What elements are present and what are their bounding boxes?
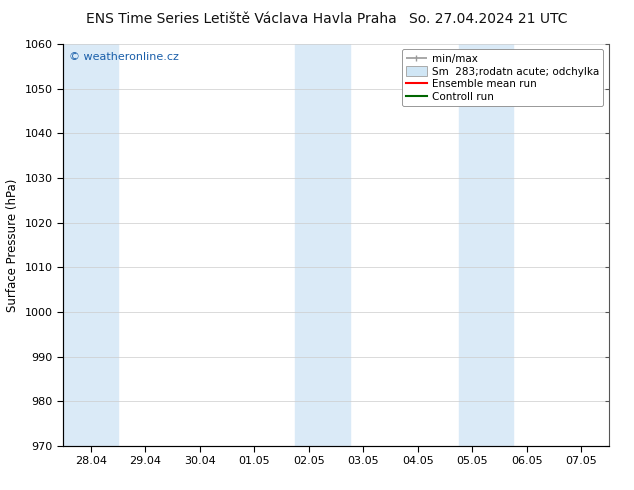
Text: © weatheronline.cz: © weatheronline.cz bbox=[69, 52, 179, 62]
Bar bbox=[459, 44, 514, 446]
Text: So. 27.04.2024 21 UTC: So. 27.04.2024 21 UTC bbox=[409, 12, 567, 26]
Y-axis label: Surface Pressure (hPa): Surface Pressure (hPa) bbox=[6, 178, 19, 312]
Bar bbox=[63, 44, 118, 446]
Bar bbox=[295, 44, 350, 446]
Legend: min/max, Sm  283;rodatn acute; odchylka, Ensemble mean run, Controll run: min/max, Sm 283;rodatn acute; odchylka, … bbox=[402, 49, 604, 106]
Text: ENS Time Series Letiště Václava Havla Praha: ENS Time Series Letiště Václava Havla Pr… bbox=[86, 12, 396, 26]
